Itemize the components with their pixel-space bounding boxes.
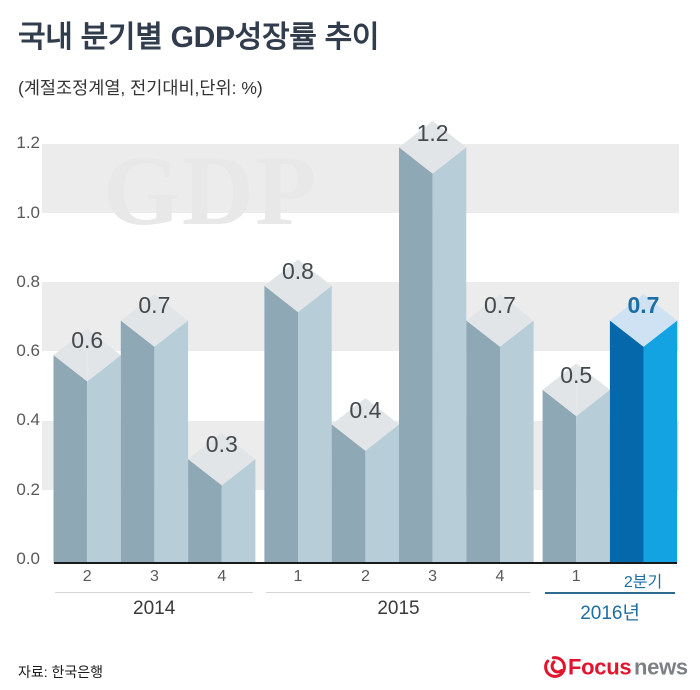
svg-text:Focus: Focus bbox=[568, 655, 631, 680]
svg-text:news: news bbox=[634, 655, 688, 680]
